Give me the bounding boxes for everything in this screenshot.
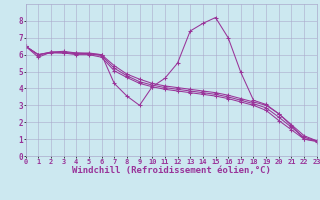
X-axis label: Windchill (Refroidissement éolien,°C): Windchill (Refroidissement éolien,°C) — [72, 166, 271, 175]
